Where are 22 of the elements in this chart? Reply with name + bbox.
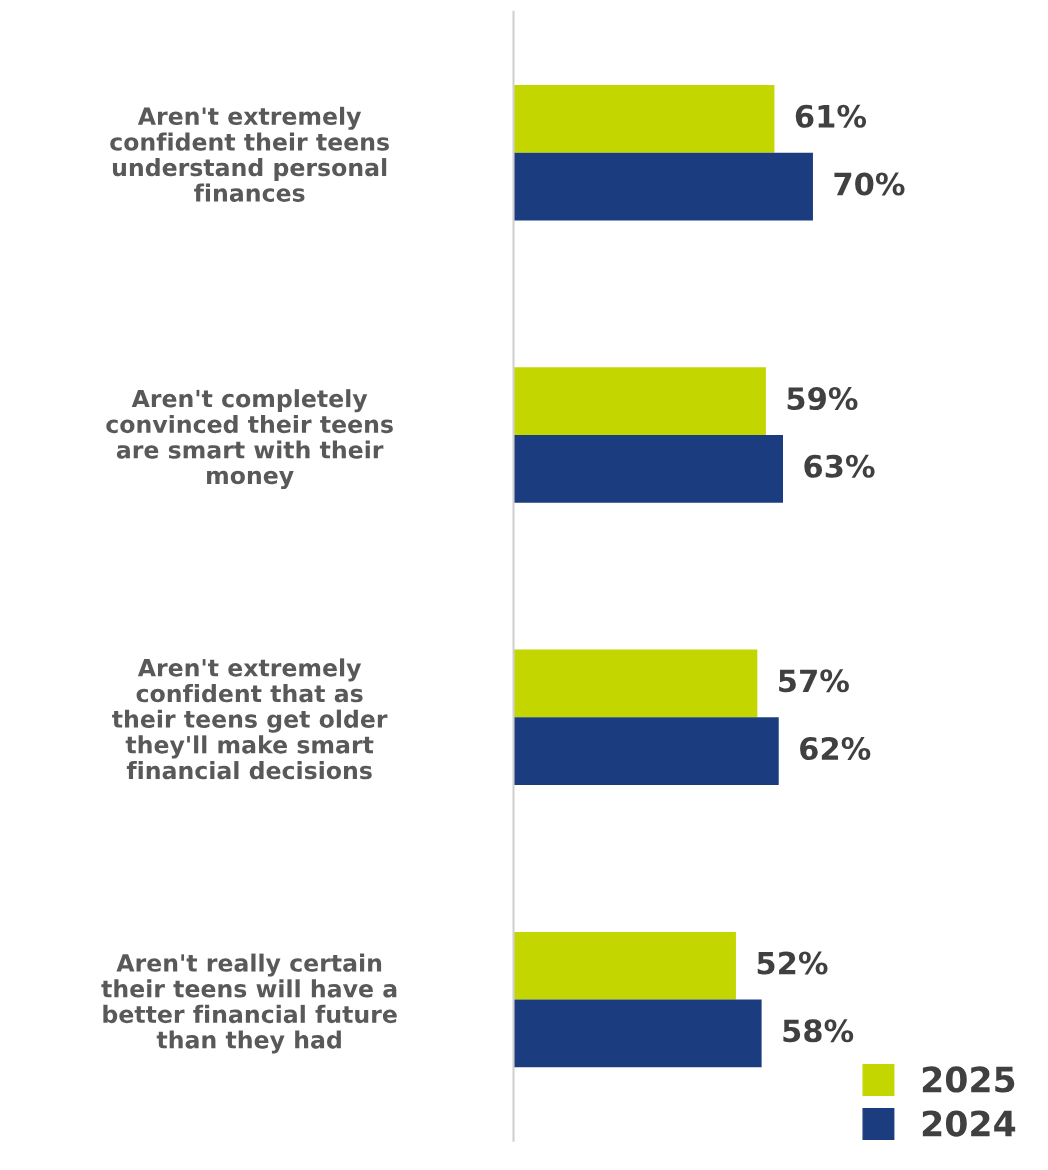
- bar: [513, 367, 766, 436]
- legend-label: 2024: [922, 1110, 1016, 1137]
- data-label: 62%: [800, 736, 871, 761]
- bar: [513, 717, 779, 786]
- data-label: 59%: [787, 386, 858, 411]
- bar: [513, 85, 775, 153]
- data-label: 52%: [757, 951, 828, 975]
- y-tick-label: Aren't extremely confident that as their teens get older they'll make smart financial decisions: [112, 658, 388, 780]
- bar: [513, 649, 758, 718]
- data-label: 57%: [779, 669, 849, 693]
- bar: [513, 435, 784, 503]
- legend-label: 2025: [922, 1066, 1015, 1093]
- bar: [513, 999, 762, 1068]
- data-label: 63%: [804, 454, 875, 478]
- y-tick-label: Aren't extremely confident their teens understand personal finances: [110, 106, 389, 202]
- data-label: 61%: [795, 104, 867, 128]
- data-label: 70%: [834, 172, 905, 196]
- bar: [513, 931, 736, 1000]
- y-tick-label: Aren't completely convinced their teens are smart with their money: [106, 389, 393, 489]
- bar: [513, 152, 813, 221]
- y-tick-label: Aren't really certain their teens will have a better financial future than they had: [101, 953, 397, 1054]
- data-label: 58%: [783, 1019, 854, 1043]
